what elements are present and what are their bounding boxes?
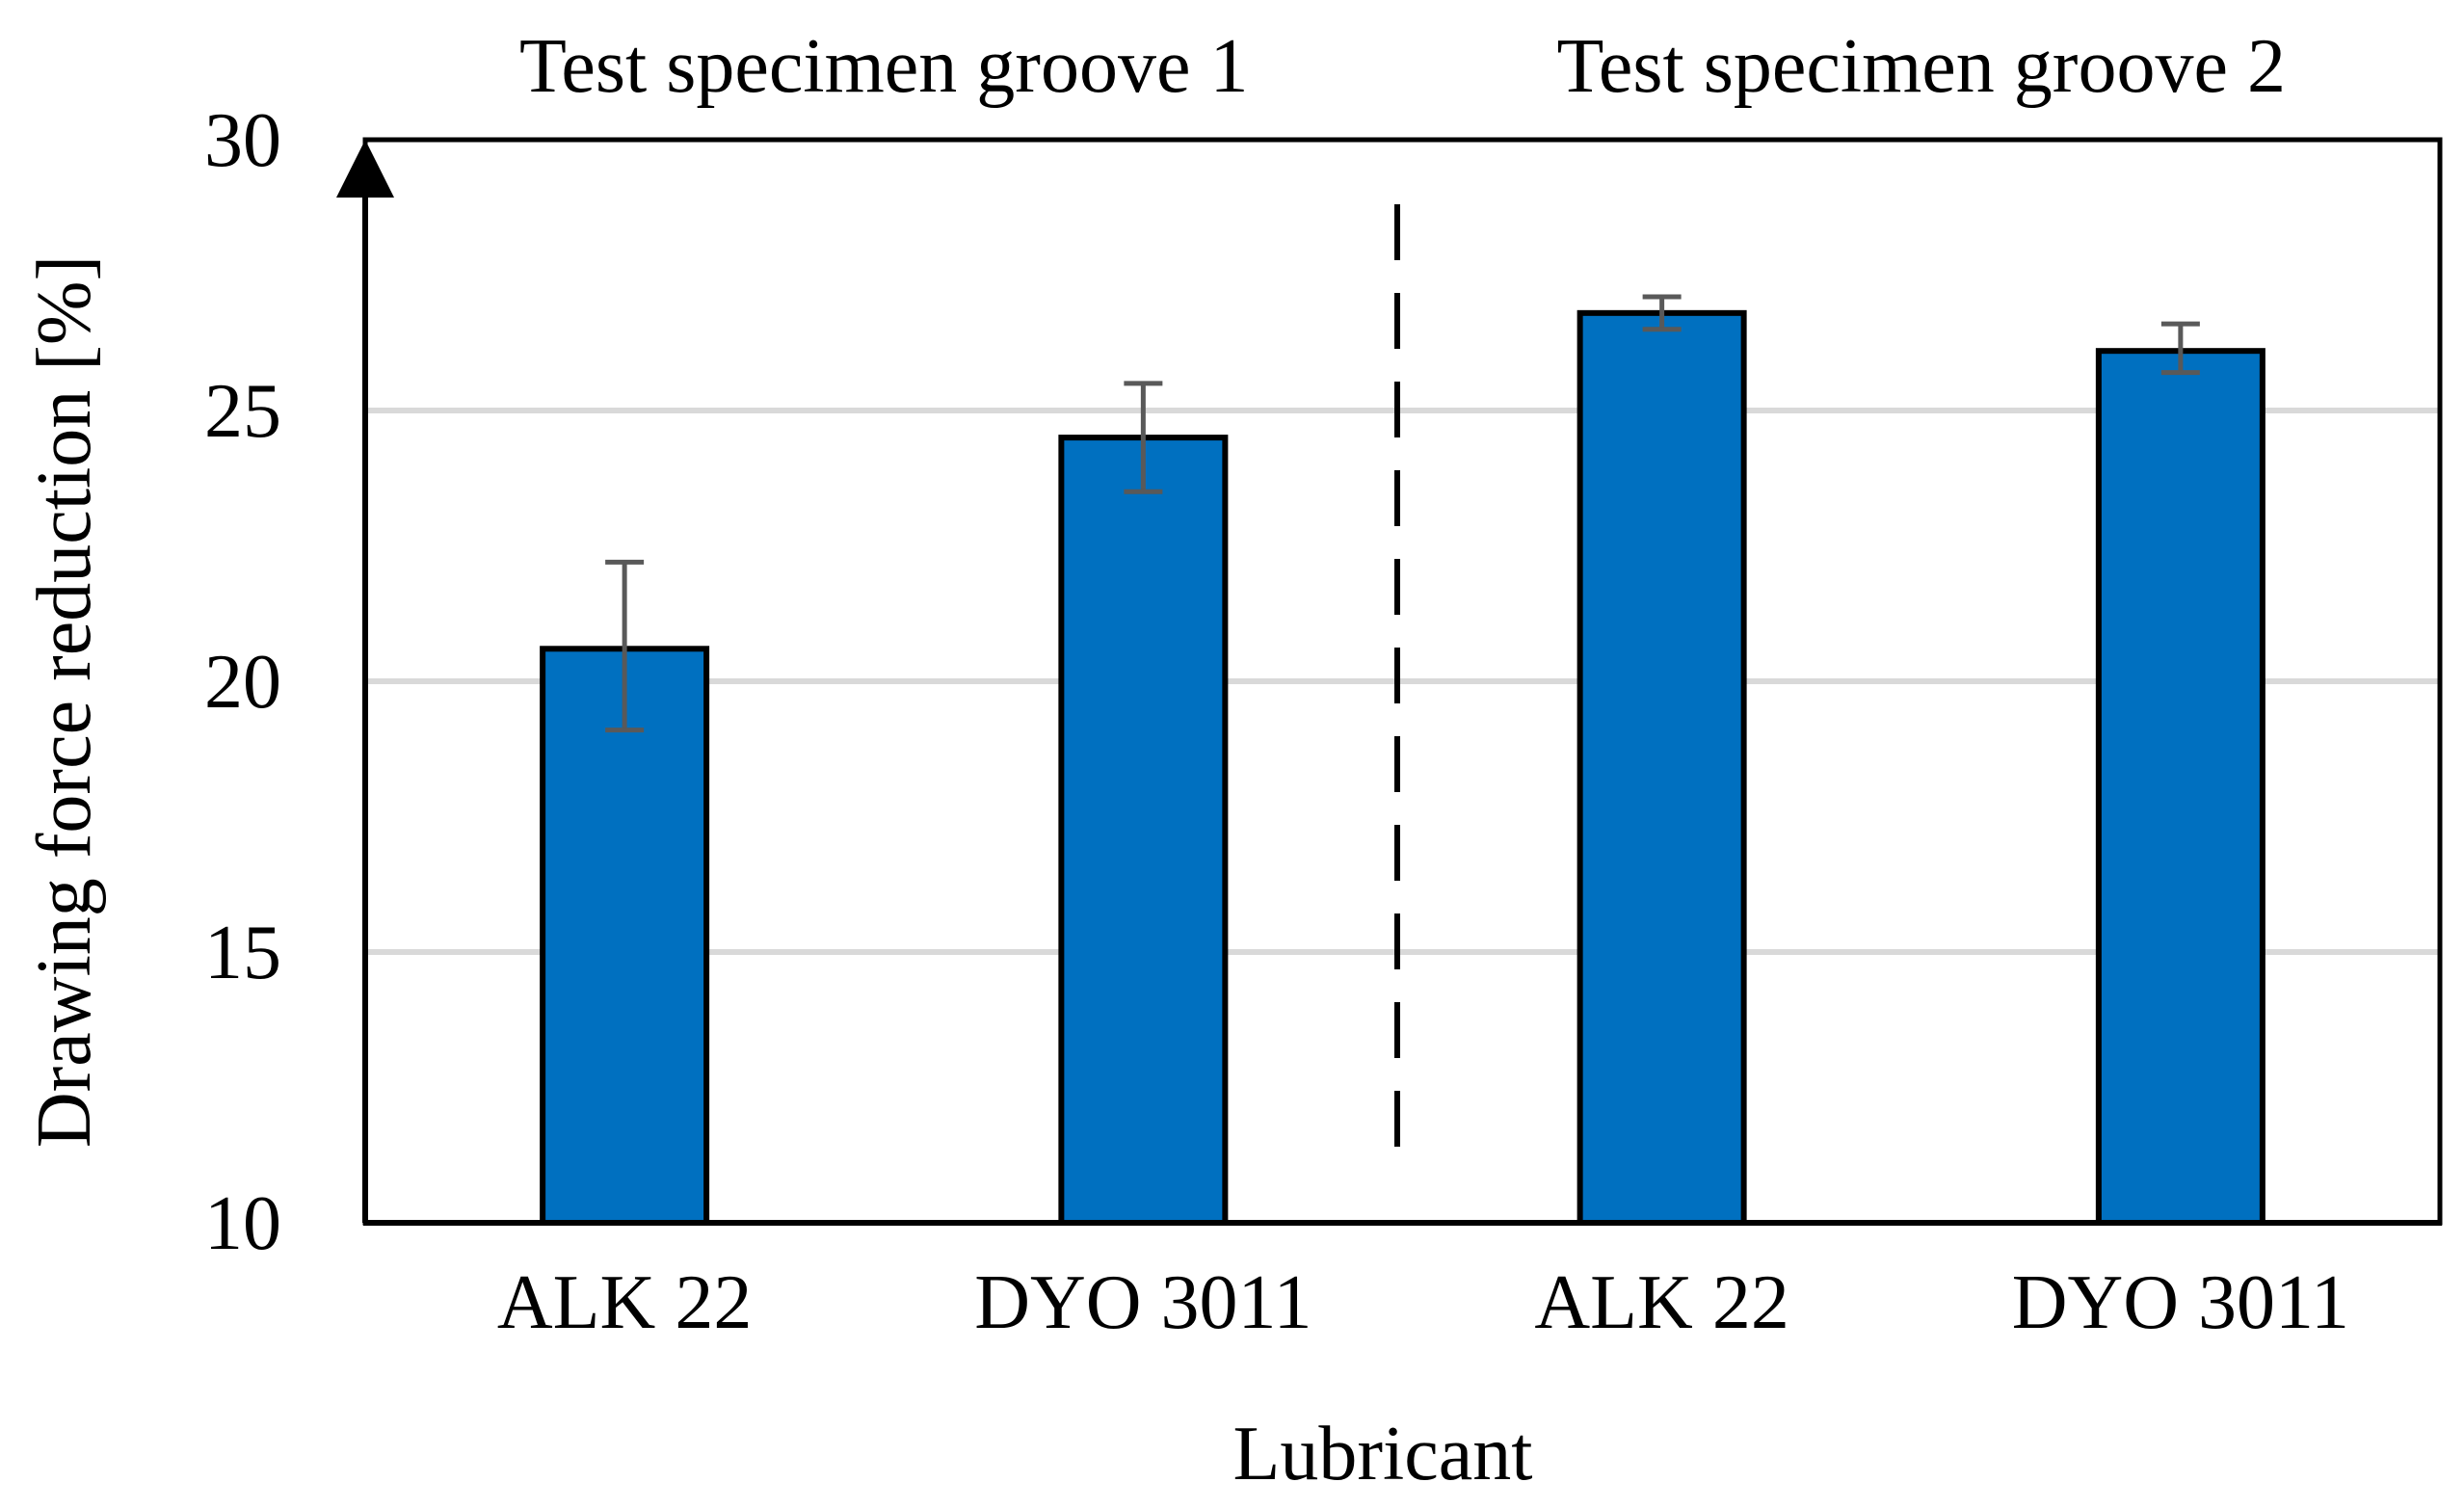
x-tick-label: DYO 3011 <box>2012 1260 2349 1345</box>
error-bar <box>605 559 645 733</box>
y-tick-labels: 10 15 20 25 30 <box>204 98 281 1266</box>
y-axis-title: Drawing force reduction [%] <box>22 255 107 1148</box>
x-tick-label: ALK 22 <box>497 1260 752 1345</box>
error-bars <box>605 294 2200 733</box>
bars <box>540 309 2265 1227</box>
group-label: Test specimen groove 2 <box>1557 24 2286 109</box>
y-tick-label: 30 <box>204 98 281 183</box>
group-labels: Test specimen groove 1 Test specimen groo… <box>519 24 2286 109</box>
bar <box>1058 435 1229 1227</box>
x-axis-title: Lubricant <box>1233 1412 1533 1496</box>
bar <box>2095 348 2265 1226</box>
y-tick-label: 20 <box>204 640 281 725</box>
x-tick-label: ALK 22 <box>1534 1260 1788 1345</box>
bar <box>1576 309 1747 1226</box>
y-tick-label: 25 <box>204 369 281 454</box>
group-label: Test specimen groove 1 <box>519 24 1248 109</box>
error-bar <box>1124 381 1163 494</box>
y-tick-label: 10 <box>204 1181 281 1266</box>
x-tick-label: DYO 3011 <box>974 1260 1311 1345</box>
error-bar <box>1642 294 1682 332</box>
y-tick-label: 15 <box>204 911 281 995</box>
gridlines <box>365 408 2440 955</box>
x-tick-labels: ALK 22 DYO 3011 ALK 22 DYO 3011 <box>497 1260 2349 1345</box>
error-bar <box>2160 321 2200 376</box>
y-axis-arrow-icon <box>336 140 394 198</box>
bar <box>540 646 710 1226</box>
